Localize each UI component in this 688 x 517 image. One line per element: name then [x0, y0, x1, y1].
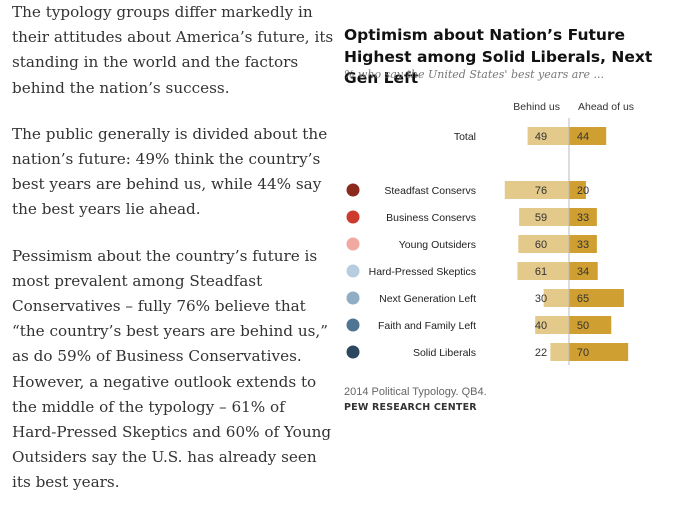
value-label-behind-solid-liberals: 22 [535, 347, 547, 359]
bar-ahead-faith-and-family-left [569, 316, 612, 334]
value-label-behind-faith-and-family-left: 40 [535, 320, 547, 332]
category-label-next-generation-left: Next Generation Left [379, 293, 476, 305]
bar-behind-total [527, 127, 569, 145]
chart-title: Optimism about Nation’s Future Highest a… [344, 26, 653, 87]
value-label-ahead-hard-pressed-skeptics: 34 [577, 266, 589, 278]
value-label-ahead-faith-and-family-left: 50 [577, 320, 589, 332]
bar-behind-solid-liberals [550, 343, 569, 361]
value-label-ahead-next-generation-left: 65 [577, 293, 589, 305]
bar-behind-next-generation-left [543, 289, 569, 307]
value-label-ahead-total: 44 [577, 131, 589, 143]
bar-ahead-young-outsiders [569, 235, 597, 253]
article-paragraph-3: Pessimism about the country’s future is … [12, 246, 332, 492]
column-header-ahead: Ahead of us [578, 101, 634, 113]
value-label-behind-business-conservs: 59 [535, 212, 547, 224]
value-label-ahead-solid-liberals: 70 [577, 347, 589, 359]
value-label-behind-steadfast-conservs: 76 [535, 185, 547, 197]
category-label-steadfast-conservs: Steadfast Conservs [384, 185, 476, 197]
chart-source: 2014 Political Typology. QB4. [344, 386, 487, 398]
bar-ahead-solid-liberals [569, 343, 629, 361]
category-label-faith-and-family-left: Faith and Family Left [378, 320, 476, 332]
article-paragraph-2: The public generally is divided about th… [12, 124, 328, 219]
bar-ahead-hard-pressed-skeptics [569, 262, 598, 280]
category-label-total: Total [454, 131, 476, 143]
group-marker-business-conservs [346, 210, 360, 224]
bar-ahead-next-generation-left [569, 289, 624, 307]
value-label-ahead-business-conservs: 33 [577, 212, 589, 224]
group-marker-young-outsiders [346, 237, 360, 251]
bar-ahead-steadfast-conservs [569, 181, 586, 199]
bar-ahead-business-conservs [569, 208, 597, 226]
column-header-behind: Behind us [513, 101, 560, 113]
bar-behind-business-conservs [519, 208, 569, 226]
group-marker-steadfast-conservs [346, 183, 360, 197]
bar-behind-hard-pressed-skeptics [517, 262, 569, 280]
value-label-behind-total: 49 [535, 131, 547, 143]
group-marker-next-generation-left [346, 291, 360, 305]
value-label-behind-young-outsiders: 60 [535, 239, 547, 251]
group-marker-faith-and-family-left [346, 318, 360, 332]
group-marker-hard-pressed-skeptics [346, 264, 360, 278]
category-label-young-outsiders: Young Outsiders [399, 239, 476, 251]
article-paragraph-1: The typology groups differ markedly in t… [12, 3, 334, 97]
article-text: The typology groups differ markedly in t… [12, 0, 334, 517]
category-label-business-conservs: Business Conservs [386, 212, 476, 224]
value-label-behind-hard-pressed-skeptics: 61 [535, 266, 547, 278]
group-marker-solid-liberals [346, 345, 360, 359]
chart-plot: Behind us Ahead of us Total 49 44 Steadfast C… [346, 101, 634, 365]
brand-logo-text: PEW RESEARCH CENTER [344, 402, 477, 413]
category-label-hard-pressed-skeptics: Hard-Pressed Skeptics [369, 266, 476, 278]
bar-behind-steadfast-conservs [504, 181, 569, 199]
bar-behind-young-outsiders [518, 235, 569, 253]
value-label-ahead-steadfast-conservs: 20 [577, 185, 589, 197]
bar-behind-faith-and-family-left [535, 316, 569, 334]
category-label-solid-liberals: Solid Liberals [413, 347, 476, 359]
chart-subtitle: % who say the United States' best years … [344, 68, 605, 81]
bar-ahead-total [569, 127, 607, 145]
value-label-behind-next-generation-left: 30 [535, 293, 547, 305]
chart-panel: Optimism about Nation’s Future Highest a… [333, 8, 688, 473]
value-label-ahead-young-outsiders: 33 [577, 239, 589, 251]
